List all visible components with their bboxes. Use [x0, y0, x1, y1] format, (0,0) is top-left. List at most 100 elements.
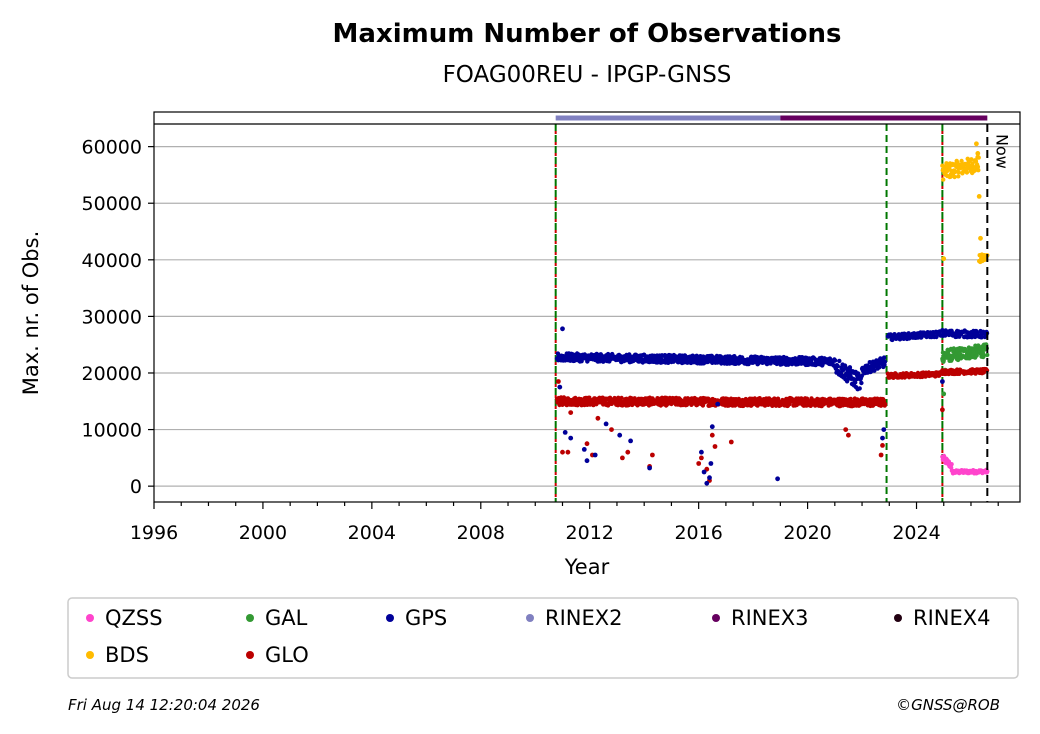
- data-point: [981, 353, 986, 358]
- data-point-outlier: [941, 391, 947, 397]
- y-tick-label: 60000: [82, 137, 142, 159]
- legend-label: RINEX3: [731, 606, 809, 630]
- legend: QZSS GAL GPS RINEX2 RINEX3 RINEX4 BDS GLO: [86, 606, 991, 667]
- data-point: [985, 469, 990, 474]
- y-tick-label: 10000: [82, 420, 142, 442]
- chart-subtitle: FOAG00REU - IPGP-GNSS: [443, 62, 732, 88]
- data-point: [952, 174, 957, 180]
- legend-label: GAL: [265, 606, 308, 630]
- data-point: [956, 170, 961, 175]
- data-point-outlier: [843, 427, 849, 432]
- series-gps: [554, 326, 990, 486]
- data-point: [969, 157, 974, 162]
- data-point: [985, 352, 990, 358]
- series-bds: [940, 141, 990, 265]
- data-point-outlier: [846, 432, 851, 438]
- legend-item-rinex4: RINEX4: [894, 606, 991, 630]
- data-point-outlier: [562, 430, 568, 435]
- x-tick-label: 2008: [457, 522, 505, 544]
- data-point: [877, 365, 882, 370]
- x-tick-label: 2016: [674, 522, 722, 544]
- data-point-outlier: [560, 326, 565, 332]
- data-point-outlier: [708, 461, 714, 466]
- data-point-outlier: [556, 379, 561, 384]
- legend-label: BDS: [105, 643, 149, 667]
- data-point-outlier: [617, 432, 623, 438]
- chart-title: Maximum Number of Observations: [333, 19, 842, 49]
- data-point: [872, 368, 877, 373]
- legend-marker: [86, 614, 94, 622]
- event-lines: [554, 124, 944, 502]
- data-point-outlier: [975, 151, 981, 156]
- data-point-outlier: [565, 449, 571, 455]
- data-point-outlier: [701, 469, 707, 475]
- data-point: [615, 403, 621, 408]
- data-point-outlier: [647, 465, 652, 471]
- legend-marker: [86, 651, 94, 659]
- legend-label: RINEX4: [913, 606, 991, 630]
- footer-copyright: ©GNSS@ROB: [896, 696, 1000, 714]
- series-gal: [940, 342, 990, 397]
- x-tick-label: 2004: [348, 522, 396, 544]
- data-point-outlier: [628, 438, 633, 444]
- legend-label: GLO: [265, 643, 309, 667]
- data-point: [859, 380, 864, 386]
- data-point-outlier: [880, 443, 885, 448]
- legend-marker: [386, 614, 394, 622]
- data-point-outlier: [978, 235, 983, 241]
- data-point-outlier: [941, 256, 947, 262]
- grid-lines: [154, 146, 1020, 487]
- data-point: [881, 355, 887, 360]
- data-points: [554, 141, 990, 486]
- data-point: [959, 158, 964, 164]
- data-point-outlier: [878, 452, 884, 458]
- plot-frame: [153, 111, 1021, 503]
- data-point: [619, 395, 624, 401]
- y-tick-label: 40000: [82, 250, 142, 272]
- legend-item-bds: BDS: [86, 643, 149, 667]
- y-axis-label: Max. nr. of Obs.: [19, 231, 43, 396]
- data-point-outlier: [609, 427, 614, 432]
- data-point-outlier: [592, 452, 598, 458]
- legend-marker: [712, 614, 720, 622]
- data-point-outlier: [704, 480, 710, 486]
- legend-item-gps: GPS: [386, 606, 447, 630]
- data-point-outlier: [603, 421, 609, 427]
- data-point: [941, 177, 946, 182]
- data-point-outlier: [974, 141, 979, 147]
- data-point-outlier: [728, 439, 734, 445]
- footer-timestamp: Fri Aug 14 12:20:04 2026: [68, 696, 260, 714]
- data-point-outlier: [940, 379, 945, 384]
- data-point-outlier: [568, 410, 574, 415]
- data-point-outlier: [568, 435, 574, 441]
- data-point: [973, 159, 979, 164]
- data-point: [835, 363, 840, 369]
- legend-label: GPS: [405, 606, 447, 630]
- data-point-outlier: [880, 435, 885, 441]
- data-point: [964, 170, 970, 175]
- y-axis: 0 10000 20000 30000 40000 50000 60000: [82, 137, 154, 498]
- x-tick-label: 1996: [130, 522, 178, 544]
- data-point-outlier: [620, 455, 625, 461]
- data-point-outlier: [709, 424, 715, 430]
- x-tick-label: 2012: [566, 522, 614, 544]
- data-point: [976, 155, 981, 160]
- data-point: [975, 164, 981, 169]
- data-point: [979, 335, 984, 340]
- data-point-outlier: [699, 449, 704, 455]
- data-point-outlier: [976, 194, 982, 199]
- y-tick-label: 0: [130, 476, 142, 498]
- data-point-outlier: [696, 461, 702, 466]
- legend-marker: [894, 614, 902, 622]
- x-tick-label: 2024: [892, 522, 940, 544]
- legend-item-qzss: QZSS: [86, 606, 163, 630]
- data-point-outlier: [581, 447, 587, 452]
- data-point-outlier: [584, 441, 590, 447]
- data-point: [837, 358, 842, 364]
- data-point-outlier: [557, 384, 563, 390]
- legend-item-gal: GAL: [246, 606, 308, 630]
- legend-box: [67, 597, 1019, 679]
- legend-label: QZSS: [105, 606, 163, 630]
- data-point-outlier: [940, 407, 945, 413]
